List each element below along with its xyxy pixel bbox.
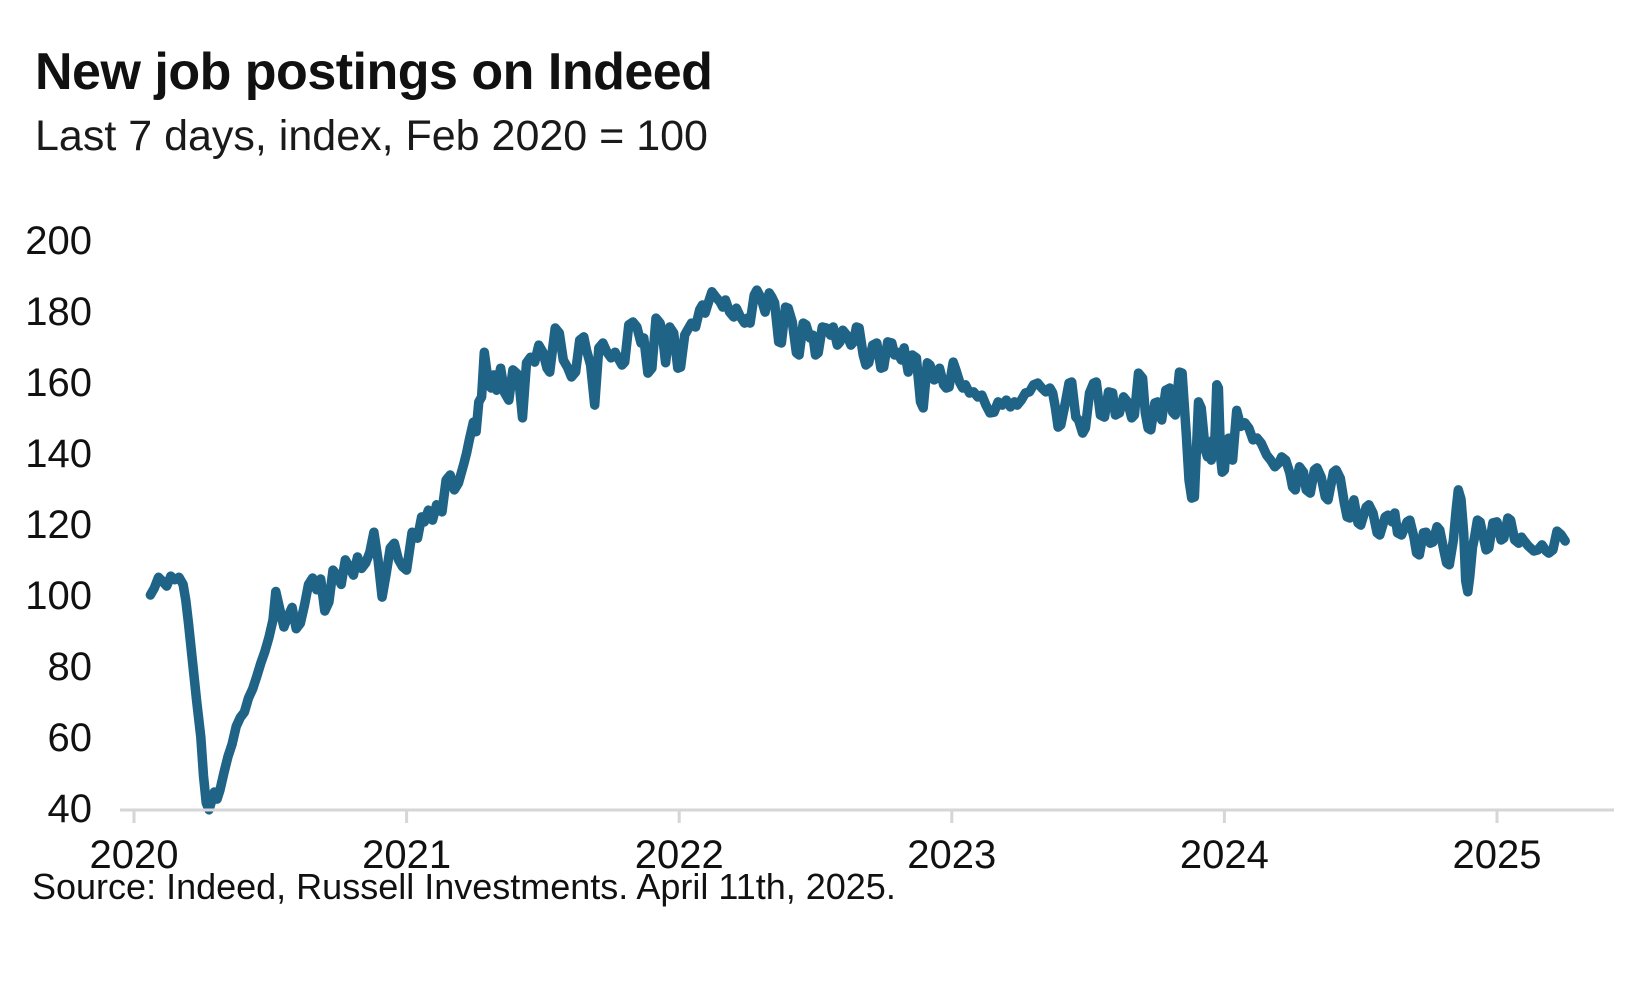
y-tick-label-80: 80 [48,645,93,689]
x-axis-tick-labels: 2020 2021 2022 2023 2024 2025 [90,833,1542,877]
x-tick-label-2024: 2024 [1180,833,1269,877]
x-tick-label-2023: 2023 [907,833,996,877]
chart-title: New job postings on Indeed [35,43,713,101]
y-tick-label-40: 40 [48,787,93,831]
y-tick-label-140: 140 [25,432,92,476]
x-tick-label-2020: 2020 [90,833,179,877]
y-tick-label-120: 120 [25,503,92,547]
series-line [145,285,1570,815]
x-axis-tick-marks [132,810,1499,823]
y-tick-label-60: 60 [48,716,93,760]
y-tick-label-100: 100 [25,574,92,618]
x-tick-label-2021: 2021 [362,833,451,877]
source-note: Source: Indeed, Russell Investments. Apr… [32,866,896,907]
y-tick-label-180: 180 [25,290,92,334]
y-axis-tick-labels: 40 60 80 100 120 140 160 180 200 [25,219,92,831]
chart-subtitle: Last 7 days, index, Feb 2020 = 100 [35,112,708,160]
y-tick-label-200: 200 [25,219,92,263]
y-tick-label-160: 160 [25,361,92,405]
x-tick-label-2025: 2025 [1453,833,1542,877]
x-tick-label-2022: 2022 [635,833,724,877]
